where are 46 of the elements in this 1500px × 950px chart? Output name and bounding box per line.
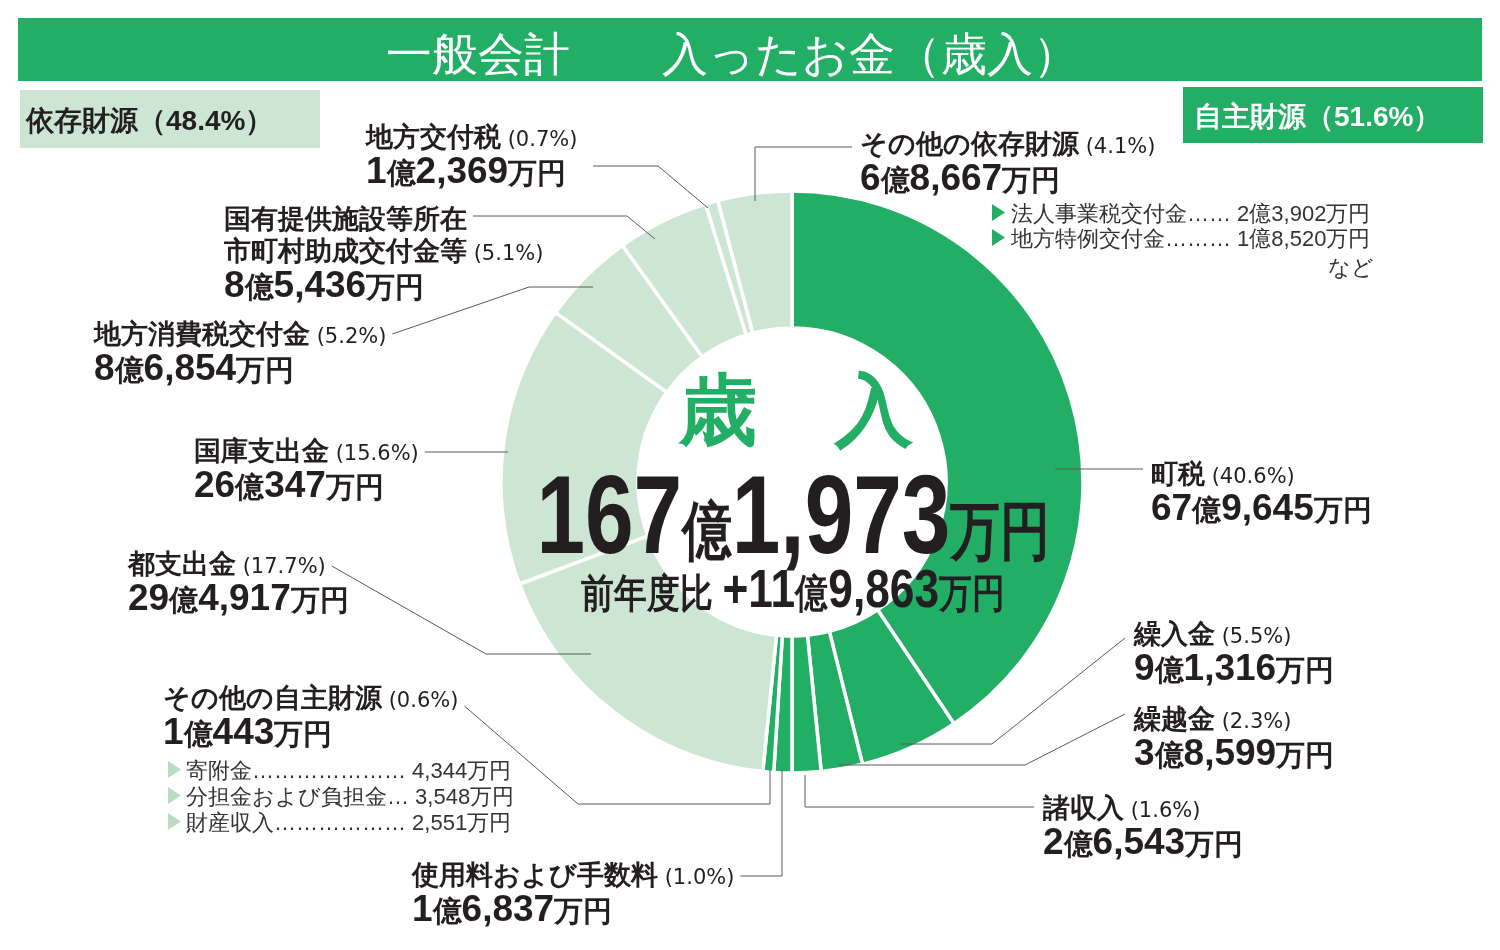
text: 歳 入 — [678, 366, 914, 454]
data-label: (17.7%) — [236, 554, 326, 578]
data-label: (15.6%) — [329, 441, 419, 465]
text: 寄附金………………… 4,344万円 — [186, 758, 512, 783]
data-label: (40.6%) — [1205, 464, 1295, 488]
slice-label: 地方消費税交付金 — [93, 319, 310, 349]
text: 法人事業税交付金…… 2億3,902万円 — [1011, 201, 1371, 226]
slice-label: 地方交付税 — [365, 122, 502, 152]
data-label: (1.0%) — [658, 865, 735, 889]
text: 8億5,436万円 — [224, 264, 425, 305]
text: 6億8,667万円 — [860, 157, 1061, 198]
text: 26億347万円 — [194, 464, 384, 505]
text: 分担金および負担金… 3,548万円 — [186, 784, 515, 809]
chart-title: 一般会計 入ったお金（歳入） — [385, 28, 1079, 80]
slice-label: 諸収入 — [1042, 793, 1125, 823]
text: 1億443万円 — [163, 711, 333, 752]
data-label: (0.7%) — [501, 127, 578, 151]
slice-label: 都支出金 — [127, 549, 236, 579]
text: 自主財源（51.6%） — [1194, 101, 1442, 132]
text: 9億1,316万円 — [1134, 647, 1335, 688]
text: 1億2,369万円 — [366, 150, 567, 191]
data-label: (0.6%) — [382, 688, 459, 712]
text: 1億6,837万円 — [412, 888, 613, 929]
text: 29億4,917万円 — [128, 577, 349, 618]
text: 依存財源（48.4%） — [25, 105, 274, 136]
text: 地方特例交付金……… 1億8,520万円 — [1010, 226, 1371, 251]
slice-label: 町税 — [1151, 459, 1206, 489]
slice-label: 繰越金 — [1133, 704, 1215, 734]
text: 2億6,543万円 — [1043, 821, 1244, 862]
slice-label: 国有提供施設等所在市町村助成交付金等 — [223, 204, 467, 266]
slice-label: 国庫支出金 — [194, 436, 329, 466]
slice-label: 繰入金 — [1133, 619, 1215, 649]
slice-label: 使用料および手数料 — [411, 860, 658, 890]
text: 3億8,599万円 — [1134, 732, 1335, 773]
data-label: (2.3%) — [1215, 709, 1292, 733]
slice-label: その他の依存財源 — [860, 129, 1080, 159]
text: 財産収入……………… 2,551万円 — [186, 810, 512, 835]
text: 8億6,854万円 — [94, 347, 295, 388]
data-label: (1.6%) — [1124, 798, 1201, 822]
text: など — [1328, 255, 1374, 280]
text: 67億9,645万円 — [1151, 487, 1372, 528]
data-label: (5.5%) — [1215, 624, 1292, 648]
data-label: (5.1%) — [467, 241, 544, 265]
data-label: (4.1%) — [1079, 134, 1156, 158]
data-label: (5.2%) — [310, 324, 387, 348]
slice-label: その他の自主財源 — [163, 683, 383, 713]
